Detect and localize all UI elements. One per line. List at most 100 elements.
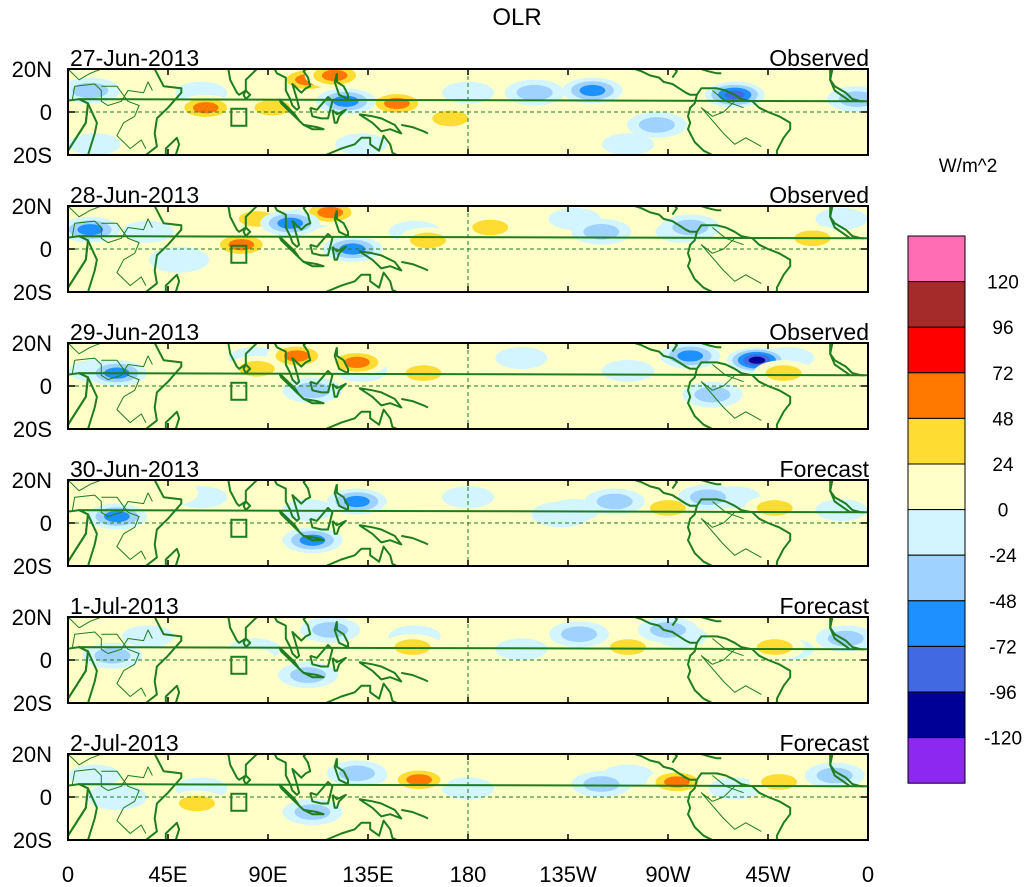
coastline bbox=[68, 235, 90, 289]
coastline bbox=[309, 644, 334, 668]
region-box bbox=[230, 655, 248, 675]
coastline bbox=[319, 271, 398, 292]
coastline bbox=[164, 136, 181, 155]
colorbar-swatch bbox=[907, 281, 966, 328]
coastline bbox=[689, 480, 722, 486]
coastline bbox=[358, 387, 403, 409]
anomaly-contour bbox=[77, 224, 104, 236]
anomaly-contour bbox=[138, 480, 198, 506]
coastline bbox=[242, 637, 252, 648]
x-tick-label: 135E bbox=[342, 862, 393, 887]
country-border bbox=[101, 770, 147, 834]
country-border bbox=[71, 766, 153, 791]
coastline bbox=[331, 519, 347, 535]
colorbar-swatch bbox=[907, 691, 966, 739]
country-border bbox=[101, 222, 147, 287]
coastline bbox=[634, 206, 713, 292]
coastline bbox=[829, 754, 868, 788]
country-border bbox=[712, 501, 744, 520]
colorbar-level-label: -96 bbox=[989, 683, 1016, 704]
coastline bbox=[829, 343, 868, 377]
anomaly-contour bbox=[317, 206, 344, 219]
coastline bbox=[164, 273, 181, 292]
coastline bbox=[273, 617, 312, 659]
country-border bbox=[712, 227, 744, 246]
anomaly-contour bbox=[321, 69, 348, 82]
colorbar-swatch bbox=[907, 737, 966, 784]
anomaly-contour bbox=[104, 510, 130, 523]
coastline bbox=[401, 671, 429, 683]
coastline bbox=[145, 617, 183, 703]
coastline bbox=[358, 661, 403, 683]
panel-field bbox=[68, 480, 868, 566]
country-border bbox=[71, 218, 153, 244]
anomaly-contour bbox=[432, 110, 469, 127]
coastline bbox=[358, 250, 403, 272]
country-border bbox=[68, 69, 102, 81]
y-tick-label: 20S bbox=[13, 828, 52, 853]
y-tick-label: 20S bbox=[13, 280, 52, 305]
coastline bbox=[333, 347, 349, 375]
panel-date-label: 29-Jun-2013 bbox=[70, 319, 199, 345]
coastline bbox=[303, 260, 325, 268]
anomaly-patch bbox=[495, 347, 548, 370]
coastline bbox=[145, 69, 183, 155]
coastline bbox=[668, 206, 678, 216]
coastline bbox=[634, 69, 713, 155]
colorbar-level-label: -24 bbox=[989, 546, 1017, 567]
colorbar-swatch bbox=[907, 372, 966, 419]
colorbar-level-label: 0 bbox=[998, 501, 1009, 522]
coastline bbox=[668, 480, 678, 490]
panel-3: 20N 0 20S 29-Jun-2013 Observed bbox=[12, 319, 869, 442]
anomaly-patch bbox=[122, 625, 174, 648]
country-border bbox=[101, 359, 147, 424]
coastline bbox=[829, 206, 868, 240]
anomaly-contour bbox=[344, 495, 370, 508]
coastline bbox=[358, 798, 403, 820]
colorbar-swatch bbox=[907, 417, 966, 465]
coastline bbox=[689, 754, 722, 760]
colorbar-level-label: 72 bbox=[992, 364, 1013, 385]
anomaly-contour bbox=[765, 365, 802, 381]
coastline bbox=[696, 361, 792, 429]
country-border bbox=[71, 81, 153, 106]
coastline bbox=[319, 408, 398, 429]
anomaly-contour bbox=[312, 622, 349, 638]
coastline bbox=[331, 793, 347, 809]
colorbar-level-label: 96 bbox=[992, 318, 1013, 339]
coastline bbox=[309, 96, 334, 120]
y-tick-label: 0 bbox=[40, 648, 52, 673]
coastline bbox=[319, 545, 398, 566]
coastline bbox=[87, 650, 98, 703]
anomaly-contour bbox=[192, 102, 219, 114]
units-label: W/m^2 bbox=[939, 156, 998, 177]
coastline bbox=[273, 754, 312, 796]
coastline bbox=[192, 480, 258, 507]
coastline bbox=[68, 646, 90, 700]
coastline bbox=[696, 635, 792, 703]
coastline bbox=[87, 376, 98, 429]
coastline bbox=[333, 484, 349, 512]
colorbar-swatch bbox=[907, 326, 966, 374]
anomaly-contour bbox=[561, 626, 598, 642]
coastline bbox=[335, 195, 339, 201]
panel-field bbox=[68, 754, 868, 840]
coastline bbox=[192, 69, 258, 96]
anomaly-patch bbox=[815, 499, 868, 522]
coastline bbox=[242, 226, 252, 237]
anomaly-contour bbox=[284, 350, 310, 362]
colorbar-level-label: -120 bbox=[984, 729, 1022, 750]
coastline bbox=[309, 506, 334, 531]
panel-date-label: 27-Jun-2013 bbox=[70, 45, 199, 71]
coastline bbox=[689, 206, 722, 212]
y-tick-label: 20N bbox=[12, 605, 52, 630]
coastline bbox=[319, 682, 398, 703]
coastline bbox=[273, 480, 312, 522]
coastline bbox=[87, 102, 98, 155]
panel-2: 20N 0 20S 28-Jun-2013 Observed bbox=[12, 182, 869, 305]
coastline bbox=[401, 123, 429, 135]
y-tick-label: 20N bbox=[12, 194, 52, 219]
panel-status-label: Forecast bbox=[780, 730, 870, 756]
coastline bbox=[634, 480, 713, 566]
anomaly-contour bbox=[583, 224, 620, 240]
